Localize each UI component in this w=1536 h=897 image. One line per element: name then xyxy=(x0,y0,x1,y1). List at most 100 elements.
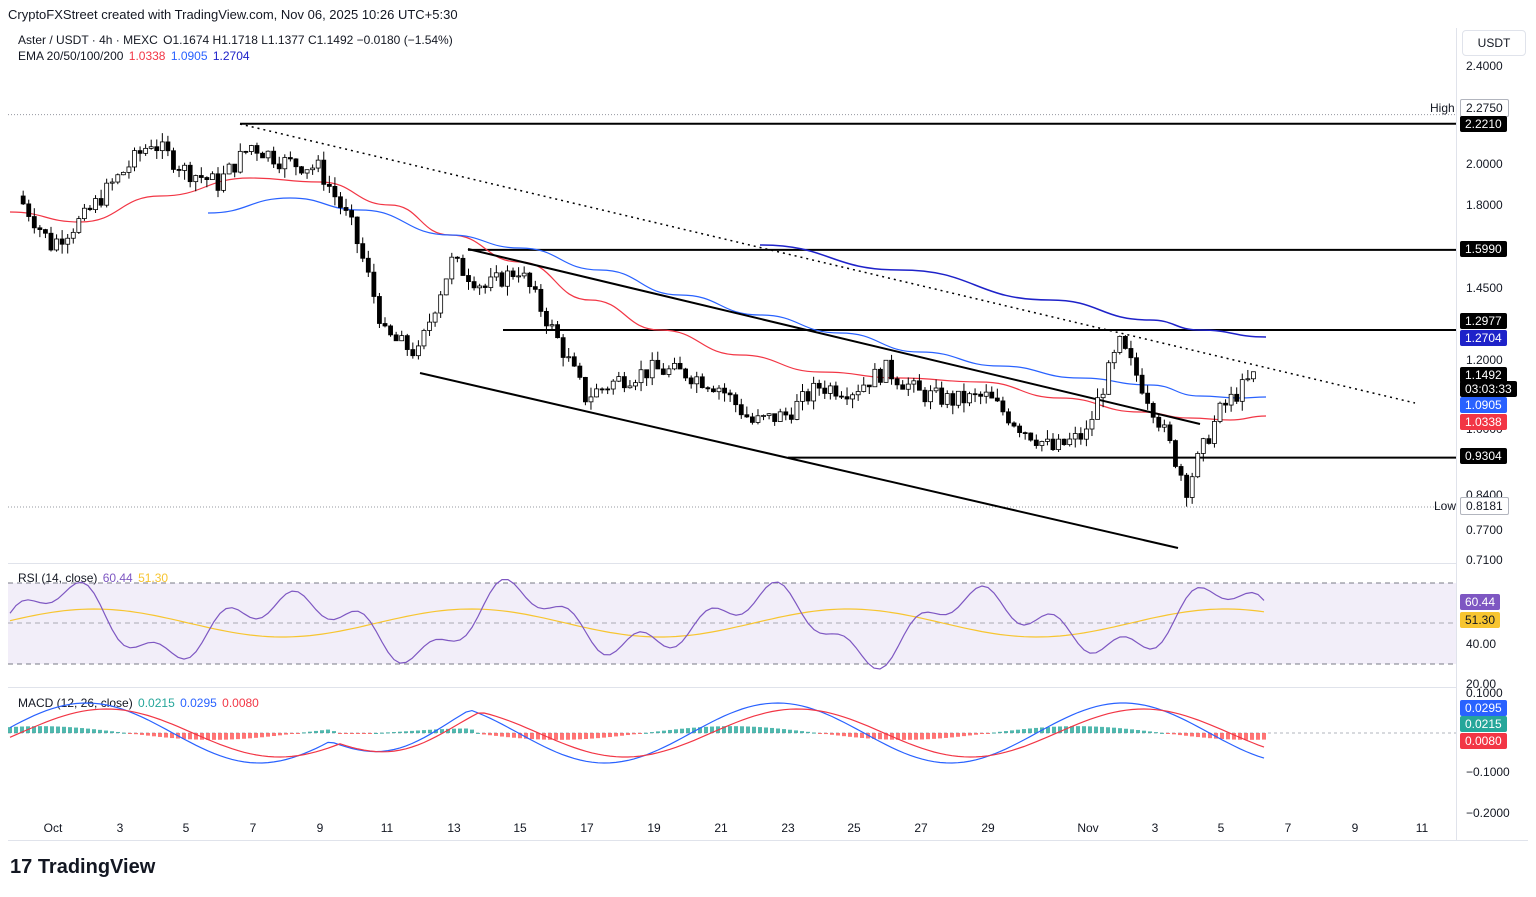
macd-histogram-bar xyxy=(356,733,360,734)
macd-histogram-bar xyxy=(302,732,306,734)
level-tag-1599: 1.5990 xyxy=(1460,241,1507,257)
macd-histogram-bar xyxy=(188,733,192,740)
macd-histogram-bar xyxy=(278,733,282,736)
macd-histogram-bar xyxy=(170,733,174,739)
time-tick: 17 xyxy=(580,821,594,835)
macd-histogram-bar xyxy=(326,729,330,733)
macd-histogram-bar xyxy=(1250,733,1254,740)
symbol-label[interactable]: Aster / USDT · 4h · MEXC xyxy=(18,33,158,47)
candle-down xyxy=(1017,425,1022,433)
macd-histogram-bar xyxy=(1160,732,1164,734)
time-tick: 23 xyxy=(781,821,795,835)
macd-histogram-bar xyxy=(50,726,54,733)
candle-up xyxy=(850,394,855,400)
candle-down xyxy=(1122,335,1128,349)
high-value-tag: 2.2750 xyxy=(1460,99,1509,117)
tradingview-logo[interactable]: 17 TradingView xyxy=(10,856,155,879)
high-label: High xyxy=(1430,101,1455,115)
candle-down xyxy=(950,393,956,406)
macd-histogram-bar xyxy=(1262,733,1266,740)
time-tick: Oct xyxy=(43,821,63,835)
candle-down xyxy=(321,159,327,185)
candle-down xyxy=(377,296,382,324)
macd-histogram-bar xyxy=(14,726,18,733)
channel-upper-line xyxy=(467,248,1201,425)
candle-down xyxy=(26,203,32,217)
candle-down xyxy=(994,397,1000,402)
candle-down xyxy=(343,207,349,211)
macd-histogram-bar xyxy=(920,733,924,740)
macd-histogram-bar xyxy=(650,732,654,734)
candle-down xyxy=(1173,440,1178,467)
macd-histogram-bar xyxy=(656,731,660,733)
candle-down xyxy=(243,150,249,153)
candle-down xyxy=(621,376,627,389)
currency-button[interactable]: USDT xyxy=(1462,30,1526,56)
candle-down xyxy=(1022,432,1028,434)
candle-down xyxy=(1167,424,1173,441)
macd-histogram-bar xyxy=(428,729,432,733)
macd-histogram-bar xyxy=(578,733,582,740)
candle-up xyxy=(427,321,432,331)
candle-up xyxy=(399,335,405,342)
candle-up xyxy=(104,182,110,206)
candle-down xyxy=(410,349,416,357)
candle-down xyxy=(388,325,393,336)
candle-down xyxy=(48,232,54,251)
candle-down xyxy=(254,145,260,154)
macd-histogram-bar xyxy=(830,733,834,735)
candle-up xyxy=(126,166,132,173)
candle-down xyxy=(198,175,204,178)
macd-histogram-bar xyxy=(1196,733,1200,738)
rsi-label[interactable]: RSI (14, close) xyxy=(18,571,98,585)
macd-histogram-bar xyxy=(20,726,24,733)
macd-histogram-bar xyxy=(146,733,150,736)
candle-down xyxy=(393,334,399,342)
macd-histogram-bar xyxy=(80,728,84,733)
macd-histogram-bar xyxy=(524,733,528,739)
candle-up xyxy=(193,175,199,183)
candle-down xyxy=(31,216,37,229)
candle-down xyxy=(1156,416,1162,428)
macd-histogram-bar xyxy=(1028,728,1032,733)
macd-histogram-bar xyxy=(116,731,120,733)
tv-logo-icon: 17 xyxy=(10,856,33,878)
candle-up xyxy=(1039,441,1045,446)
candle-up xyxy=(93,198,98,211)
candle-up xyxy=(955,390,961,406)
time-tick: 29 xyxy=(981,821,995,835)
candle-down xyxy=(1184,474,1189,498)
tv-brand-text: TradingView xyxy=(37,856,156,878)
macd-signal-value: 0.0080 xyxy=(222,696,259,710)
candle-down xyxy=(271,150,277,165)
macd-histogram-bar xyxy=(1166,733,1170,734)
candle-up xyxy=(315,159,321,169)
candle-up xyxy=(1212,421,1217,444)
macd-histogram-bar xyxy=(962,733,966,737)
candle-down xyxy=(1178,466,1184,476)
macd-histogram-bar xyxy=(470,729,474,733)
candle-down xyxy=(583,376,588,403)
candle-up xyxy=(248,145,254,152)
candle-down xyxy=(154,146,160,152)
candle-down xyxy=(326,183,332,187)
macd-histogram-bar xyxy=(926,733,930,740)
macd-histogram-bar xyxy=(782,729,786,733)
macd-histogram-bar xyxy=(968,733,972,736)
candle-down xyxy=(733,394,739,406)
macd-histogram-bar xyxy=(1004,731,1008,733)
level-tag-09304: 0.9304 xyxy=(1460,448,1507,464)
candle-down xyxy=(917,380,922,391)
time-tick: 9 xyxy=(316,821,324,835)
low-value-tag: 0.8181 xyxy=(1460,497,1509,515)
macd-histogram-bar xyxy=(440,729,444,733)
macd-histogram-bar xyxy=(1016,729,1020,733)
candle-down xyxy=(688,377,694,385)
candle-down xyxy=(555,324,560,339)
macd-histogram-bar xyxy=(458,728,462,733)
ema-label[interactable]: EMA 20/50/100/200 xyxy=(18,49,124,63)
candle-up xyxy=(1045,438,1050,442)
candle-down xyxy=(260,152,265,159)
time-tick: 5 xyxy=(1217,821,1225,835)
